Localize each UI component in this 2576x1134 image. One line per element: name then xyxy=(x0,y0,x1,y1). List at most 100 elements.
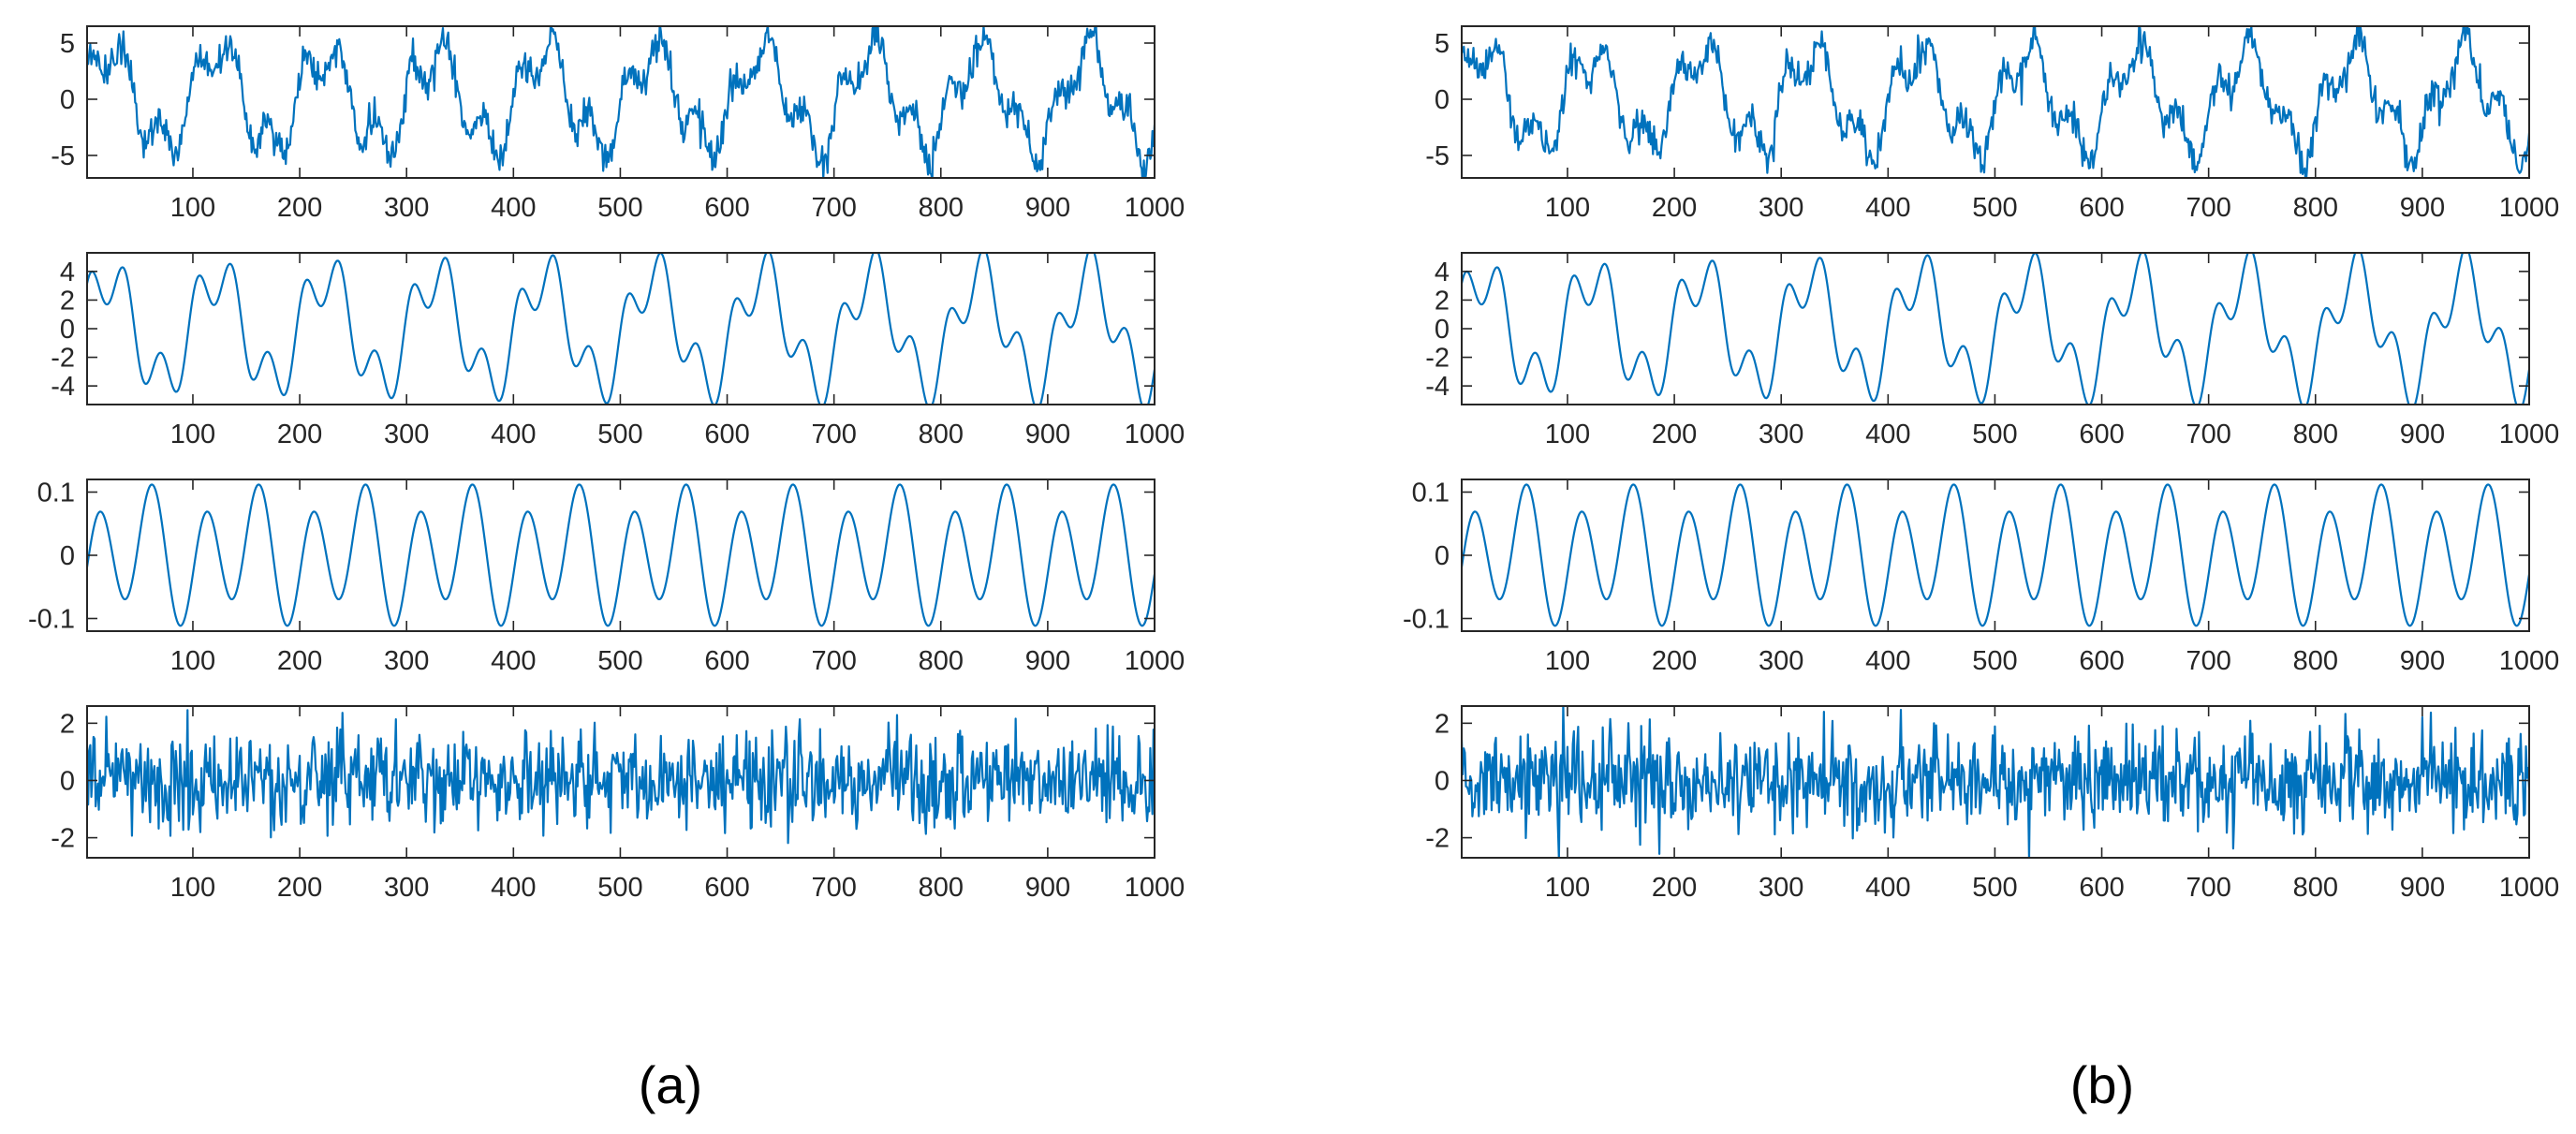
x-tick-label: 700 xyxy=(2186,873,2230,903)
y-tick-label: 0 xyxy=(60,85,75,115)
panel-a-row1-series-line xyxy=(87,26,1155,178)
x-tick-label: 500 xyxy=(597,420,642,449)
panel-b-row4-series-line xyxy=(1462,706,2529,858)
x-tick-label: 300 xyxy=(1759,420,1803,449)
x-tick-label: 700 xyxy=(2186,420,2230,449)
x-tick-label: 600 xyxy=(2079,646,2124,676)
x-tick-label: 500 xyxy=(597,646,642,676)
x-tick-label: 1000 xyxy=(1125,420,1185,449)
x-tick-label: 100 xyxy=(1545,193,1590,223)
x-tick-label: 900 xyxy=(2400,646,2445,676)
panel-a-row3-axes: 100 200 300 400 500 600 700 800 900 1000 -0.1 0 0.1 xyxy=(28,479,1185,677)
x-tick-label: 100 xyxy=(170,646,215,676)
y-tick-label: -2 xyxy=(51,344,75,374)
x-tick-label: 600 xyxy=(704,420,749,449)
x-tick-label: 100 xyxy=(170,193,215,223)
x-tick-label: 200 xyxy=(1652,420,1697,449)
x-tick-label: 600 xyxy=(704,873,749,903)
panel-b-row2-series-line xyxy=(1462,253,2529,405)
x-tick-label: 500 xyxy=(1972,646,2017,676)
x-tick-label: 300 xyxy=(1759,646,1803,676)
x-tick-label: 600 xyxy=(2079,193,2124,223)
x-tick-label: 200 xyxy=(1652,193,1697,223)
y-tick-label: -0.1 xyxy=(1403,605,1450,635)
y-tick-label: 0 xyxy=(1435,541,1450,571)
y-tick-label: 0 xyxy=(60,315,75,345)
x-tick-label: 200 xyxy=(1652,646,1697,676)
x-tick-label: 100 xyxy=(1545,420,1590,449)
y-tick-label: -2 xyxy=(1425,824,1450,854)
x-tick-label: 1000 xyxy=(2499,873,2560,903)
x-tick-label: 400 xyxy=(1865,193,1910,223)
x-tick-label: 200 xyxy=(277,873,322,903)
x-tick-label: 400 xyxy=(491,646,536,676)
panel-b-row3-series-line xyxy=(1462,483,2529,627)
x-tick-label: 100 xyxy=(170,873,215,903)
x-tick-label: 500 xyxy=(1972,193,2017,223)
y-tick-label: 5 xyxy=(60,29,75,59)
y-tick-label: 0 xyxy=(1435,766,1450,796)
x-tick-label: 400 xyxy=(491,420,536,449)
panel-b-row4-axes: 100 200 300 400 500 600 700 800 900 1000 -2 0 2 xyxy=(1425,705,2560,903)
panel-b-row1-series-line xyxy=(1462,26,2529,178)
x-tick-label: 300 xyxy=(384,646,429,676)
x-tick-label: 200 xyxy=(1652,873,1697,903)
x-tick-label: 400 xyxy=(1865,646,1910,676)
x-tick-label: 800 xyxy=(2293,420,2338,449)
panel-a-row1-axes: 100 200 300 400 500 600 700 800 900 1000 -5 0 5 xyxy=(51,25,1185,223)
x-tick-label: 1000 xyxy=(2499,193,2560,223)
y-tick-label: 0 xyxy=(60,766,75,796)
y-tick-label: -5 xyxy=(51,141,75,171)
x-tick-label: 300 xyxy=(1759,873,1803,903)
x-tick-label: 800 xyxy=(919,646,964,676)
panel-b-row1-axes: 100 200 300 400 500 600 700 800 900 1000 -5 0 5 xyxy=(1425,25,2560,223)
y-tick-label: 2 xyxy=(60,709,75,739)
x-tick-label: 100 xyxy=(1545,646,1590,676)
x-tick-label: 700 xyxy=(2186,646,2230,676)
x-tick-label: 700 xyxy=(2186,193,2230,223)
x-tick-label: 800 xyxy=(2293,646,2338,676)
x-tick-label: 1000 xyxy=(2499,420,2560,449)
x-tick-label: 800 xyxy=(919,873,964,903)
x-tick-label: 900 xyxy=(1025,420,1070,449)
panel-a-row3-series-line xyxy=(87,483,1155,627)
y-tick-label: 0 xyxy=(1435,85,1450,115)
panel-label-b: (b) xyxy=(2070,1055,2134,1114)
x-tick-label: 800 xyxy=(919,193,964,223)
x-tick-label: 100 xyxy=(170,420,215,449)
x-tick-label: 900 xyxy=(1025,646,1070,676)
x-tick-label: 700 xyxy=(811,646,856,676)
panel-a-row4-axes: 100 200 300 400 500 600 700 800 900 1000 -2 0 2 xyxy=(51,705,1185,903)
x-tick-label: 500 xyxy=(1972,873,2017,903)
x-tick-label: 700 xyxy=(811,873,856,903)
y-tick-label: 2 xyxy=(1435,286,1450,316)
x-tick-label: 800 xyxy=(919,420,964,449)
x-tick-label: 500 xyxy=(597,873,642,903)
x-tick-label: 1000 xyxy=(1125,646,1185,676)
x-tick-label: 300 xyxy=(1759,193,1803,223)
panel-a-row4-series-line xyxy=(87,709,1155,845)
x-tick-label: 300 xyxy=(384,193,429,223)
x-tick-label: 900 xyxy=(1025,193,1070,223)
x-tick-label: 1000 xyxy=(2499,646,2560,676)
y-tick-label: 0 xyxy=(60,541,75,571)
y-tick-label: 2 xyxy=(1435,709,1450,739)
x-tick-label: 900 xyxy=(2400,420,2445,449)
x-tick-label: 600 xyxy=(704,646,749,676)
x-tick-label: 500 xyxy=(597,193,642,223)
y-tick-label: -4 xyxy=(1425,372,1450,402)
y-tick-label: 5 xyxy=(1435,29,1450,59)
x-tick-label: 400 xyxy=(1865,873,1910,903)
x-tick-label: 700 xyxy=(811,193,856,223)
y-tick-label: -2 xyxy=(1425,344,1450,374)
y-tick-label: 4 xyxy=(1435,258,1450,287)
x-tick-label: 200 xyxy=(277,193,322,223)
panel-a-row2-series-line xyxy=(87,253,1155,405)
x-tick-label: 800 xyxy=(2293,873,2338,903)
x-tick-label: 500 xyxy=(1972,420,2017,449)
x-tick-label: 900 xyxy=(1025,873,1070,903)
y-tick-label: 4 xyxy=(60,258,75,287)
y-tick-label: -2 xyxy=(51,824,75,854)
